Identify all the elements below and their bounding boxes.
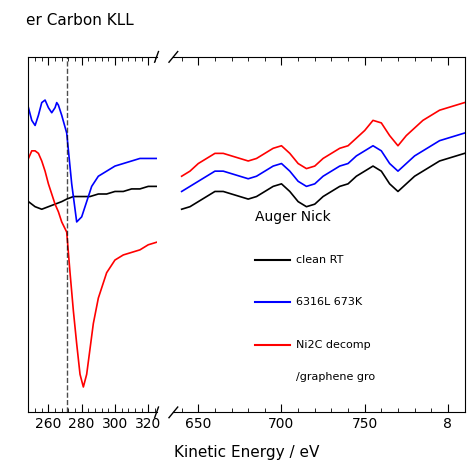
Text: Kinetic Energy / eV: Kinetic Energy / eV: [174, 445, 319, 460]
Text: er Carbon KLL: er Carbon KLL: [26, 13, 134, 28]
Text: clean RT: clean RT: [296, 255, 343, 264]
Text: /graphene gro: /graphene gro: [296, 372, 375, 382]
Text: 6316L 673K: 6316L 673K: [296, 297, 362, 307]
Text: Auger Nick: Auger Nick: [255, 210, 331, 224]
Text: Ni2C decomp: Ni2C decomp: [296, 340, 370, 350]
